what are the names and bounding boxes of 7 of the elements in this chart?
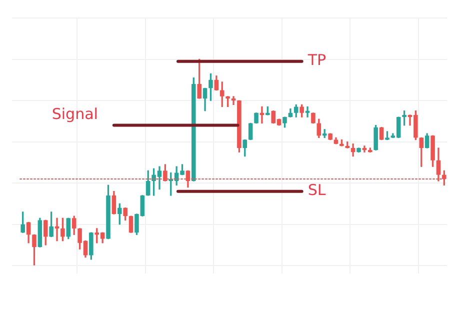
candlestick [54, 218, 60, 242]
ref-line-label: TP [306, 51, 326, 70]
candlestick [231, 96, 236, 105]
candlestick [260, 106, 264, 124]
candlestick [305, 106, 310, 118]
ref-line-label: Signal [52, 105, 98, 124]
ref-line-label: SL [308, 181, 326, 200]
